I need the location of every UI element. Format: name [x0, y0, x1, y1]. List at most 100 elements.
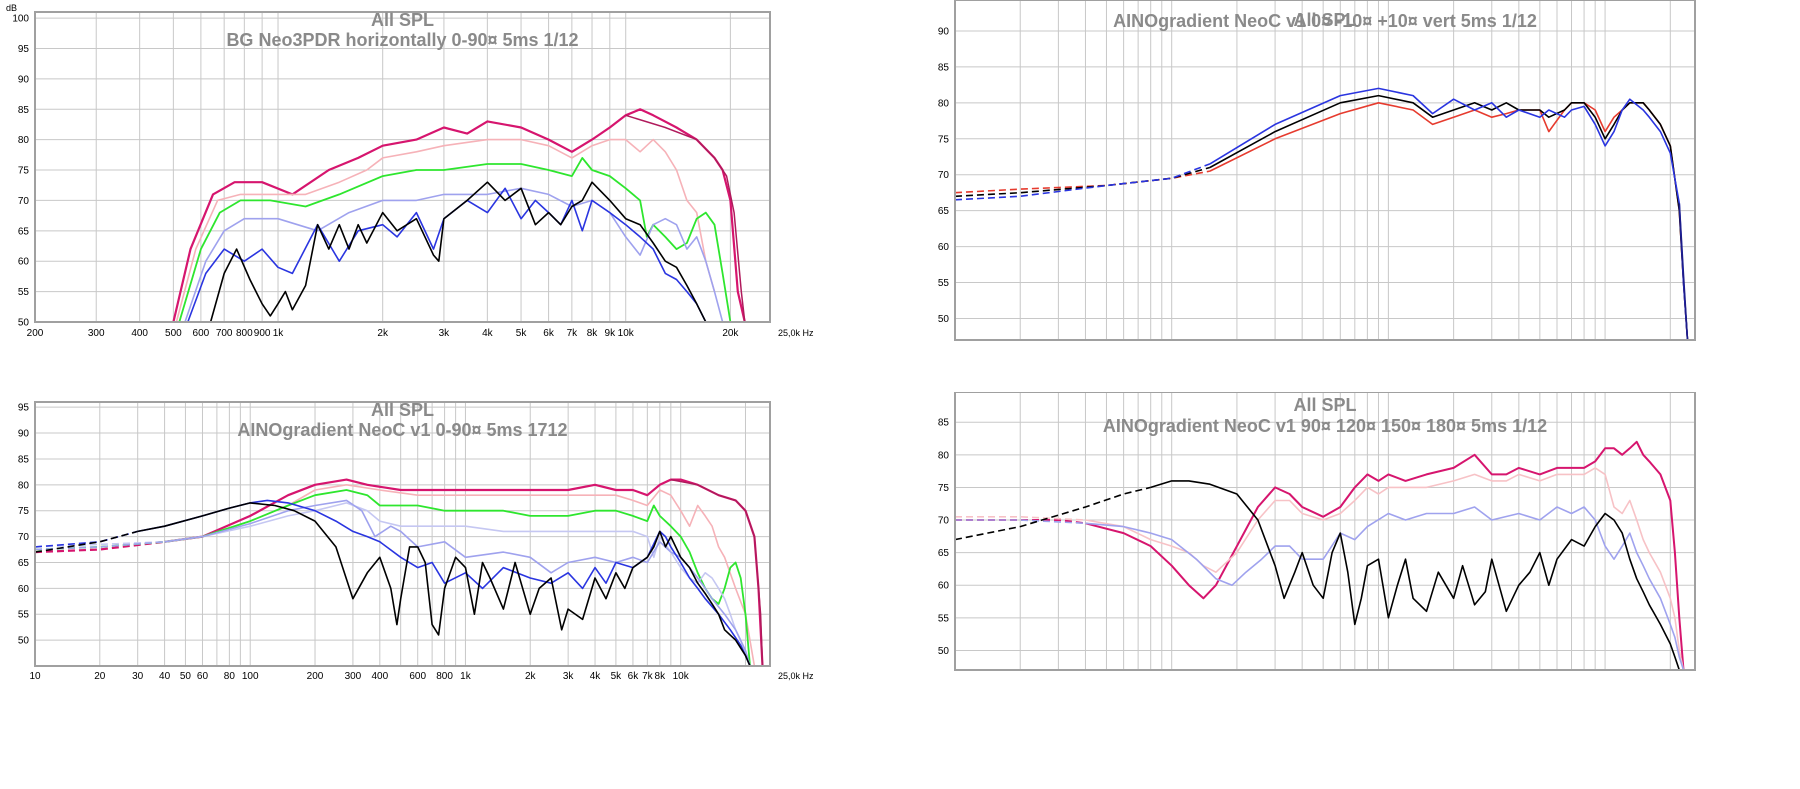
x-tick-label: 5k: [516, 328, 528, 339]
x-tick-label: 200: [307, 671, 324, 682]
series-line: [164, 484, 756, 666]
y-tick-label: 50: [938, 646, 950, 657]
x-tick-label: 900: [254, 328, 271, 339]
y-tick-label: 80: [938, 98, 950, 109]
y-tick-label: 70: [18, 532, 30, 543]
y-tick-label: 80: [18, 135, 30, 146]
x-tick-label: 40: [159, 671, 171, 682]
x-tick-label: 10k: [618, 328, 635, 339]
x-tick-label: 3k: [563, 671, 575, 682]
y-tick-label: 50: [18, 318, 30, 329]
y-tick-label: 60: [938, 242, 950, 253]
series-line: [137, 502, 751, 666]
y-tick-label: 85: [938, 418, 950, 429]
series-line: [187, 187, 707, 322]
series-line: [1085, 467, 1685, 670]
y-tick-label: 55: [938, 613, 950, 624]
y-unit-label: dB: [6, 3, 17, 13]
x-tick-label: 400: [131, 328, 148, 339]
x-tick-label: 4k: [482, 328, 494, 339]
x-tick-label: 80: [224, 671, 236, 682]
series-group: [172, 108, 746, 322]
x-unit-label: 25,0k Hz: [778, 328, 814, 338]
y-tick-label: 70: [18, 196, 30, 207]
y-tick-label: 75: [18, 166, 30, 177]
x-tick-label: 1k: [460, 671, 472, 682]
series-line-dashed: [35, 530, 138, 553]
y-tick-label: 65: [18, 558, 30, 569]
series-line: [184, 187, 724, 322]
y-tick-label: 75: [938, 483, 950, 494]
grid: [955, 392, 1695, 670]
x-tick-label: 800: [436, 671, 453, 682]
y-tick-label: 55: [938, 278, 950, 289]
x-tick-label: 30: [132, 671, 144, 682]
series-line-dashed: [35, 530, 138, 548]
y-tick-label: 50: [938, 314, 950, 325]
grid: [35, 12, 770, 322]
x-tick-label: 6k: [543, 328, 555, 339]
y-tick-label: 90: [938, 26, 950, 37]
chart-subtitle: AINOgradient NeoC v1 90¤ 120¤ 150¤ 180¤ …: [1103, 416, 1547, 436]
x-tick-label: 50: [180, 671, 192, 682]
chart-title: All SPL: [371, 400, 434, 420]
series-line: [1150, 480, 1681, 670]
y-tick-label: 75: [18, 506, 30, 517]
y-tick-label: 70: [938, 516, 950, 527]
x-tick-label: 8k: [587, 328, 599, 339]
chart-title: All SPL: [371, 10, 434, 30]
x-unit-label: 25,0k Hz: [778, 671, 814, 681]
y-tick-label: 90: [18, 74, 30, 85]
series-group: [35, 478, 764, 666]
series-line: [137, 499, 751, 666]
chart-svg-2: 95 90 85 80 75 70 65 60 55 50 10 20 30 40 50 60 80 100 200…: [6, 384, 814, 682]
x-tick-label: 300: [345, 671, 362, 682]
plot-frame: [954, 391, 1696, 671]
x-tick-label: 5k: [611, 671, 623, 682]
y-tick-label: 60: [18, 257, 30, 268]
x-tick-label: 20: [94, 671, 106, 682]
series-line: [164, 489, 751, 666]
series-line: [164, 478, 764, 666]
x-tick-label: 3k: [439, 328, 451, 339]
series-line-dashed: [955, 163, 1211, 201]
x-tick-label: 20k: [722, 328, 739, 339]
plot-frame: [954, 0, 1696, 341]
y-tick-label: 90: [18, 429, 30, 440]
y-tick-label: 65: [18, 226, 30, 237]
y-tick-label: 60: [938, 581, 950, 592]
x-tick-label: 2k: [525, 671, 537, 682]
chart-panel-bottom-left: 95 90 85 80 75 70 65 60 55 50 10 20 30 40 50 60 80 100 200…: [0, 384, 892, 784]
x-tick-label: 7k: [567, 328, 579, 339]
series-line: [1209, 87, 1689, 340]
chart-panel-top-right: 90 85 80 75 70 65 60 55 50 All SPL AINOgradient Ne…: [900, 0, 1800, 392]
y-tick-label: 95: [18, 44, 30, 55]
series-line: [178, 156, 732, 322]
chart-panel-top-left: 100 95 90 85 80 75 70 65 60 55 50 200 300 400 500 600 70…: [0, 0, 892, 392]
x-tick-label: 500: [165, 328, 182, 339]
chart-subtitle: AINOgradient NeoC v1 0¤ -10¤ +10¤ vert 5…: [1113, 11, 1537, 31]
y-tick-label: 75: [938, 134, 950, 145]
x-tick-label: 9k: [605, 328, 617, 339]
y-tick-label: 80: [938, 450, 950, 461]
x-tick-label: 600: [193, 328, 210, 339]
y-tick-label: 85: [938, 62, 950, 73]
series-line: [175, 138, 716, 322]
series-line: [670, 478, 764, 666]
series-line: [625, 114, 746, 322]
series-group: [955, 87, 1689, 340]
y-tick-label: 100: [12, 14, 29, 25]
x-tick-label: 1k: [273, 328, 285, 339]
x-tick-label: 700: [216, 328, 233, 339]
series-line: [1678, 203, 1689, 340]
x-tick-label: 2k: [377, 328, 389, 339]
series-line: [209, 181, 707, 322]
series-line: [164, 499, 751, 666]
x-tick-label: 300: [88, 328, 105, 339]
x-tick-label: 4k: [590, 671, 602, 682]
x-tick-label: 7k: [642, 671, 654, 682]
y-tick-label: 55: [18, 610, 30, 621]
y-tick-label: 55: [18, 287, 30, 298]
